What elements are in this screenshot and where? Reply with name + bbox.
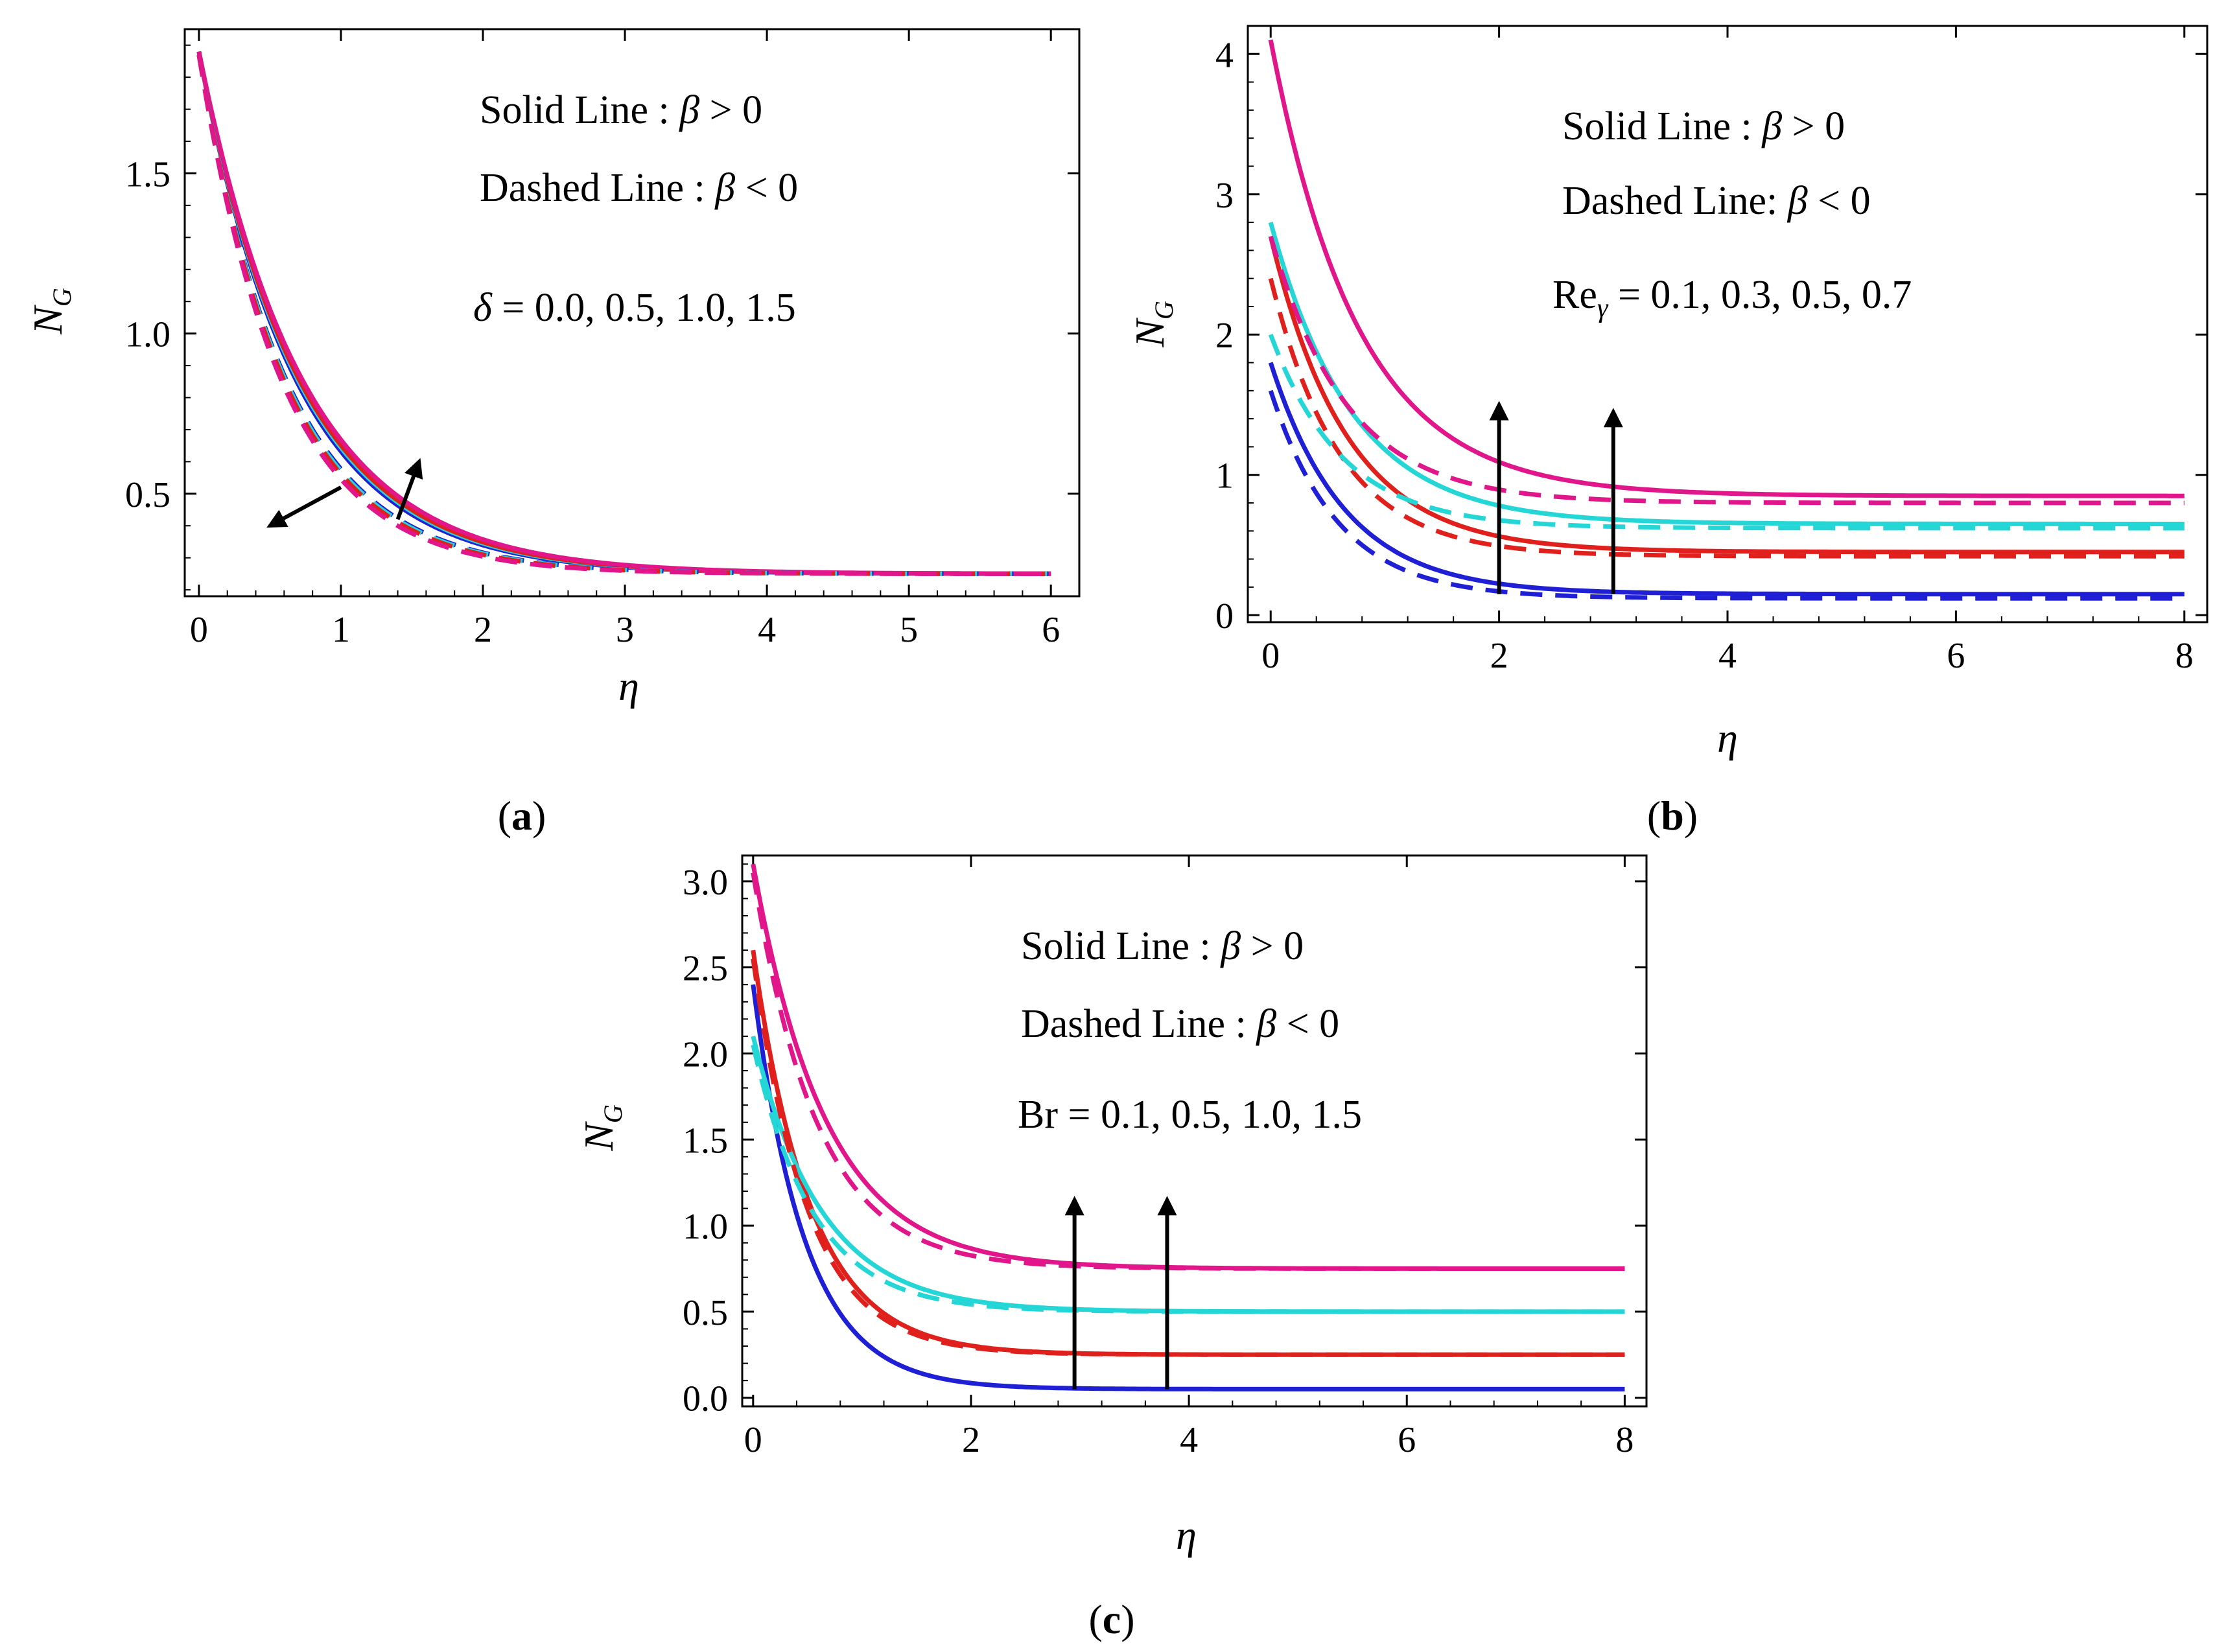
- panel-a: 0 1 2 3 4 5 6 0.5 1.0 1.5 η NG Solid Line : β > 0…: [25, 28, 1081, 839]
- panel-b-solid-line-note: Solid Line : β > 0: [1562, 104, 1845, 148]
- y-tick-label: 0.5: [683, 1293, 728, 1333]
- panel-b-plot: 0 2 4 6 8 0 1 2 3 4: [1215, 25, 2208, 676]
- series-line-solid: [196, 51, 1051, 576]
- panel-c-ylabel: NG: [576, 1104, 627, 1152]
- y-tick-label: 1.0: [683, 1207, 728, 1247]
- x-tick-label: 0: [744, 1420, 762, 1460]
- panel-b-dashed-line-note: Dashed Line: β < 0: [1562, 179, 1871, 223]
- y-tick-label: 1: [1215, 456, 1234, 496]
- trend-arrow: [266, 485, 342, 528]
- series-line-solid: [1268, 39, 2185, 498]
- panel-a-dashed-line-note: Dashed Line : β < 0: [480, 166, 798, 210]
- panel-b-parameter-note: Reγ = 0.1, 0.3, 0.5, 0.7: [1552, 273, 1912, 323]
- series-line-dashed: [1268, 333, 2185, 531]
- panel-b: 0 2 4 6 8 0 1 2 3 4 η NG Solid Line : β > 0 Dashe…: [1127, 25, 2208, 839]
- panel-b-caption: (b): [1647, 793, 1698, 839]
- series-line-dashed: [1268, 277, 2185, 559]
- series-line-solid: [1268, 235, 2185, 555]
- panel-c-xlabel: η: [1176, 1512, 1197, 1558]
- panel-c-solid-line-note: Solid Line : β > 0: [1021, 924, 1304, 968]
- series-line-dashed: [1268, 235, 2185, 506]
- panel-c-plot: 0 2 4 6 8 0.0 0.5 1.0 1.5 2.0 2.5 3.0: [683, 854, 1648, 1460]
- panel-c: 0 2 4 6 8 0.0 0.5 1.0 1.5 2.0 2.5 3.0 η NG Solid Li…: [576, 854, 1648, 1642]
- series-line-dashed: [751, 872, 1625, 1271]
- panel-a-solid-line-note: Solid Line : β > 0: [480, 88, 762, 132]
- y-tick-label: 4: [1215, 35, 1234, 75]
- y-tick-label: 1.5: [125, 154, 170, 194]
- x-tick-label: 2: [1490, 636, 1508, 676]
- y-tick-label: 0.0: [683, 1379, 728, 1419]
- x-tick-label: 6: [1042, 610, 1060, 650]
- x-tick-label: 2: [962, 1420, 980, 1460]
- x-tick-label: 1: [332, 610, 350, 650]
- y-tick-label: 2: [1215, 316, 1234, 356]
- y-tick-label: 1.0: [125, 315, 170, 355]
- y-tick-label: 0: [1215, 596, 1234, 636]
- y-tick-label: 2.5: [683, 949, 728, 989]
- panel-c-parameter-note: Br = 0.1, 0.5, 1.0, 1.5: [1018, 1093, 1362, 1137]
- series-line-solid: [751, 984, 1625, 1391]
- x-tick-label: 2: [474, 610, 492, 650]
- series-line-dashed: [751, 958, 1625, 1357]
- series-line-dashed: [1268, 390, 2185, 601]
- panel-c-caption: (c): [1088, 1596, 1134, 1642]
- series-line-dashed: [751, 1044, 1625, 1314]
- y-tick-label: 0.5: [125, 475, 170, 515]
- x-tick-label: 4: [758, 610, 776, 650]
- panel-b-xlabel: η: [1717, 715, 1738, 761]
- x-tick-label: 8: [2175, 636, 2194, 676]
- panel-a-frame: [183, 28, 1081, 598]
- series-line-dashed: [196, 54, 1051, 576]
- y-tick-label: 1.5: [683, 1121, 728, 1161]
- y-tick-label: 3: [1215, 176, 1234, 216]
- panel-c-dashed-line-note: Dashed Line : β < 0: [1021, 1002, 1339, 1046]
- x-tick-label: 4: [1718, 636, 1737, 676]
- x-tick-label: 4: [1180, 1420, 1198, 1460]
- series-line-solid: [1268, 222, 2185, 526]
- series-line-solid: [1268, 362, 2185, 597]
- y-tick-label: 2.0: [683, 1034, 728, 1075]
- x-tick-label: 6: [1398, 1420, 1416, 1460]
- x-tick-label: 6: [1947, 636, 1965, 676]
- y-tick-label: 3.0: [683, 863, 728, 903]
- panel-b-ylabel: NG: [1127, 301, 1178, 348]
- x-tick-label: 5: [900, 610, 918, 650]
- x-tick-label: 0: [1261, 636, 1280, 676]
- panel-a-caption: (a): [498, 793, 546, 839]
- panel-a-xlabel: η: [618, 663, 639, 709]
- panel-a-parameter-note: δ = 0.0, 0.5, 1.0, 1.5: [473, 286, 796, 330]
- panel-a-plot: 0 1 2 3 4 5 6 0.5 1.0 1.5: [125, 28, 1081, 650]
- x-tick-label: 0: [190, 610, 208, 650]
- panel-c-frame: [741, 854, 1648, 1408]
- x-tick-label: 8: [1615, 1420, 1634, 1460]
- trend-arrow: [395, 458, 423, 520]
- x-tick-label: 3: [616, 610, 634, 650]
- panel-a-ylabel: NG: [25, 288, 76, 335]
